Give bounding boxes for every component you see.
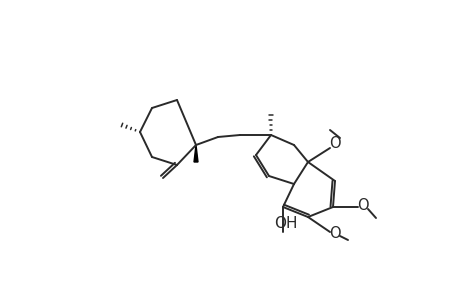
Text: O: O — [329, 226, 340, 242]
Text: O: O — [356, 199, 368, 214]
Text: O: O — [329, 136, 340, 151]
Text: OH: OH — [274, 217, 297, 232]
Polygon shape — [194, 145, 197, 162]
